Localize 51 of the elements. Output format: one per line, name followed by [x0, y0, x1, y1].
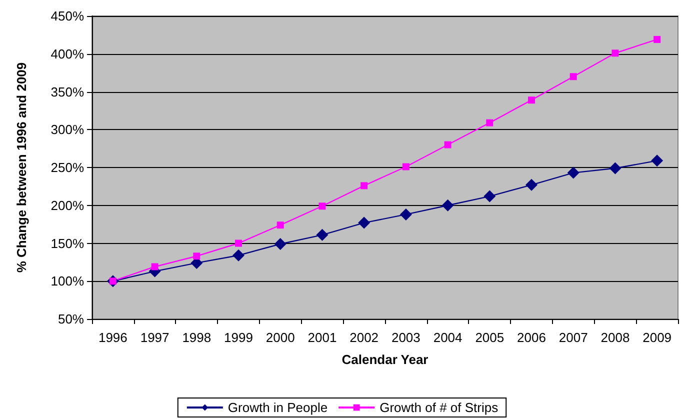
point [567, 166, 580, 179]
y-tick-label: 350% [50, 84, 84, 100]
point [318, 202, 326, 210]
y-tick-label: 50% [58, 312, 84, 326]
x-axis-title: Calendar Year [342, 352, 428, 367]
x-tick-label: 1999 [224, 330, 253, 345]
legend-label: Growth in People [228, 400, 328, 415]
point [654, 36, 661, 43]
y-tick-label: 200% [50, 198, 84, 213]
point [528, 96, 535, 104]
point [486, 119, 494, 126]
point [235, 240, 242, 247]
y-axis-title: % Change between 1996 and 2009 [14, 62, 29, 273]
point [276, 222, 284, 229]
x-tick-label: 1998 [182, 330, 212, 345]
point [444, 141, 452, 148]
x-tick-label: 2000 [266, 330, 295, 345]
point [232, 249, 244, 262]
point [442, 199, 454, 212]
y-tick-label: 300% [50, 122, 84, 138]
x-tick-label: 2004 [433, 330, 462, 345]
x-tick-label: 2009 [642, 330, 672, 345]
point [400, 208, 412, 220]
x-tick-label: 2005 [475, 330, 504, 345]
y-tick-label: 150% [50, 236, 84, 251]
point [360, 182, 368, 190]
point [570, 73, 577, 80]
point [484, 190, 496, 202]
x-tick-label: 2002 [350, 330, 379, 345]
point [651, 154, 664, 167]
x-tick-label: 2007 [558, 330, 588, 345]
x-tick-label: 1996 [98, 330, 128, 345]
point [612, 50, 619, 57]
point [526, 178, 538, 191]
y-tick-label: 100% [50, 274, 84, 289]
point [402, 163, 410, 170]
y-tick-label: 400% [50, 46, 84, 62]
legend-label: Growth of # of Strips [380, 400, 499, 415]
x-tick-label: 2001 [308, 330, 337, 345]
point [274, 238, 286, 250]
x-tick-label: 2008 [600, 330, 630, 345]
point [193, 252, 200, 260]
y-tick-label: 450% [50, 8, 84, 24]
x-tick-label: 2003 [391, 330, 420, 345]
x-tick-label: 1997 [140, 330, 170, 345]
x-tick-label: 2006 [517, 330, 546, 345]
point [316, 228, 328, 241]
y-tick-label: 250% [50, 160, 84, 175]
point [609, 162, 622, 174]
point [358, 216, 370, 229]
point [151, 263, 158, 270]
